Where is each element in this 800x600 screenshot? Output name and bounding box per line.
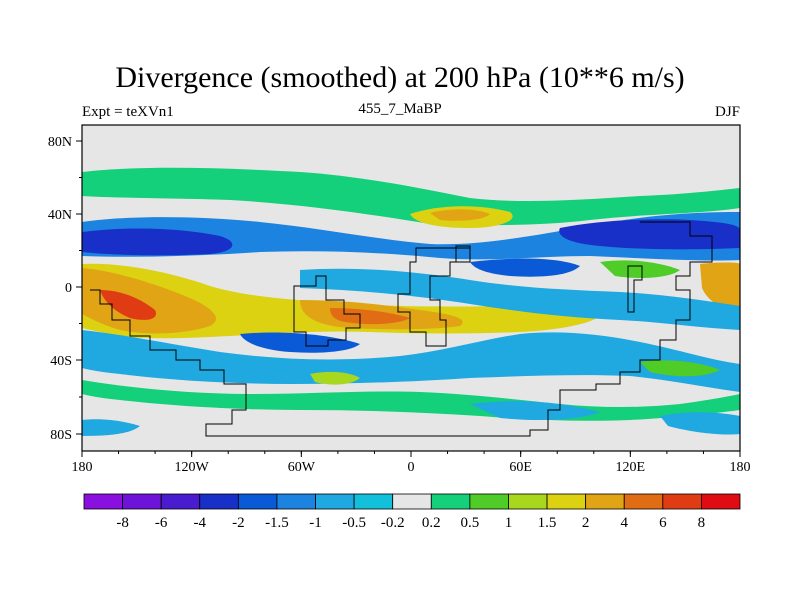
field-far-south-blue: [82, 419, 140, 436]
colorbar-label: 1: [505, 515, 513, 531]
colorbar-swatch: [122, 493, 162, 510]
lat-label: 80N: [48, 135, 72, 150]
experiment-label: Expt = teXVn1: [82, 104, 174, 120]
field-south-deep-blue: [240, 332, 360, 353]
field-tropical-red-west: [100, 290, 156, 320]
field-south-green-small: [640, 360, 720, 377]
axis-ticks: 80N 40N 0 40S 80S 180 120W 60W 0 60E 120E 180: [48, 135, 751, 475]
field-far-south-blue-2: [470, 401, 600, 420]
colorbar-label: -8: [116, 515, 129, 531]
colorbar: -8 -6 -4 -2 -1.5 -1 -0.5 -0.2 0.2 0.5 1 1.5 2 4 6 8: [83, 493, 741, 531]
colorbar-swatch: [701, 493, 741, 510]
colorbar-label: -1.5: [265, 515, 289, 531]
field-south-yellow-small: [310, 371, 360, 385]
field-equatorial-green: [600, 260, 680, 278]
colorbar-label: -0.2: [381, 515, 405, 531]
lon-label: 60E: [509, 460, 532, 475]
lon-label: 120W: [175, 460, 210, 475]
colorbar-swatch: [662, 493, 702, 510]
colorbar-swatch: [469, 493, 509, 510]
lon-label: 120E: [616, 460, 646, 475]
colorbar-label: 4: [620, 515, 628, 531]
coastlines: [90, 221, 713, 437]
colorbar-swatch: [237, 493, 278, 510]
field-equatorial-deep: [470, 258, 580, 277]
colorbar-swatch: [508, 493, 548, 510]
field-south-blue-band: [82, 330, 740, 392]
colorbar-swatch: [353, 493, 394, 510]
colorbar-label: -6: [155, 515, 168, 531]
lon-label: 60W: [288, 460, 316, 475]
map-title: Divergence (smoothed) at 200 hPa (10**6 …: [115, 61, 685, 94]
colorbar-label: 6: [659, 515, 667, 531]
lat-label: 0: [65, 281, 72, 296]
lat-label: 40N: [48, 208, 72, 223]
colorbar-swatch: [83, 493, 123, 510]
colorbar-label: 8: [698, 515, 706, 531]
colorbar-swatch: [315, 493, 355, 510]
season-label: DJF: [714, 104, 740, 120]
coast-arabia: [455, 245, 471, 263]
coast-africa: [397, 247, 471, 347]
lon-label: 180: [72, 460, 93, 475]
field-north-deep-blue-2: [559, 219, 740, 250]
lat-label: 80S: [50, 428, 72, 443]
lon-label: 180: [730, 460, 751, 475]
colorbar-swatch: [585, 493, 625, 510]
colorbar-swatch: [199, 493, 239, 510]
colorbar-label: -2: [232, 515, 245, 531]
coast-south-america: [293, 275, 361, 347]
colorbar-swatch: [546, 493, 587, 510]
colorbar-swatch: [623, 493, 664, 510]
colorbar-label: 1.5: [538, 515, 557, 531]
coast-indonesia: [627, 265, 643, 313]
lon-label: 0: [408, 460, 415, 475]
colorbar-label: 0.5: [461, 515, 480, 531]
field-tropical-red-central: [330, 308, 410, 325]
lat-label: 40S: [50, 354, 72, 369]
field-orange-north: [430, 209, 490, 221]
field-tropical-orange: [82, 268, 216, 334]
colorbar-swatch: [392, 493, 432, 510]
field-north-green-band: [82, 167, 740, 226]
field-tropical-orange-east: [700, 262, 740, 311]
colorbar-swatch: [276, 493, 316, 510]
colorbar-swatch: [160, 493, 201, 510]
colorbar-label: -1: [309, 515, 322, 531]
period-label: 455_7_MaBP: [358, 101, 442, 117]
colorbar-label: -4: [194, 515, 207, 531]
field-far-south-blue-3: [660, 412, 740, 435]
field-north-blue-band: [82, 212, 740, 261]
divergence-field: [82, 167, 740, 436]
colorbar-label: -0.5: [342, 515, 366, 531]
colorbar-swatch: [430, 493, 471, 510]
colorbar-label: 2: [582, 515, 590, 531]
coast-asia: [90, 221, 713, 437]
colorbar-label: 0.2: [422, 515, 441, 531]
field-north-deep-blue: [82, 228, 233, 256]
